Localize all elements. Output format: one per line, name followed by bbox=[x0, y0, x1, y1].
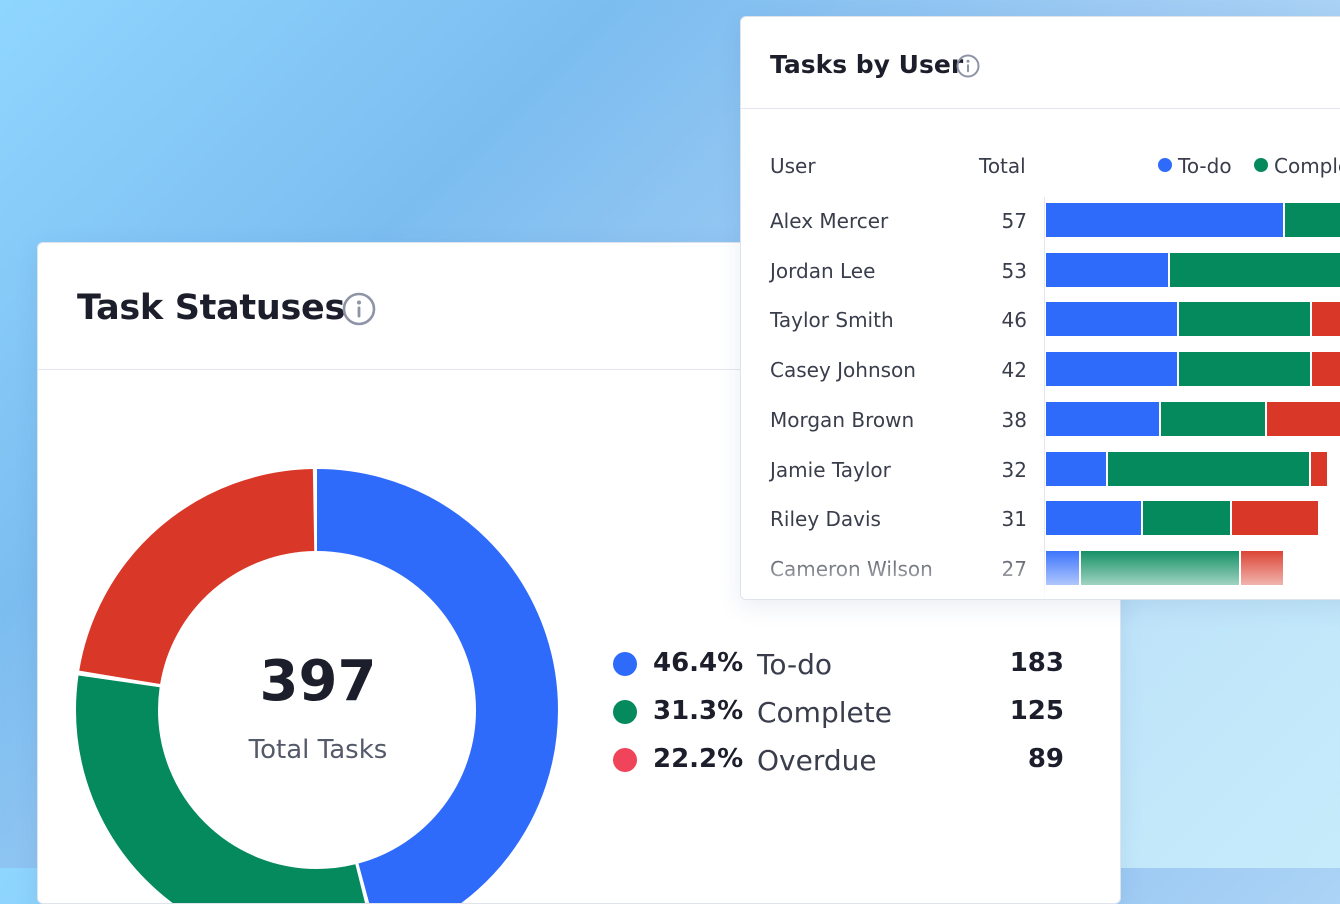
user-stacked-bar[interactable] bbox=[1046, 402, 1340, 436]
user-rows: Alex Mercer 57 Jordan Lee 53 Taylor Smith 46 C… bbox=[741, 197, 1340, 599]
bar-segment-complete[interactable] bbox=[1143, 501, 1232, 535]
user-total: 57 bbox=[971, 209, 1027, 233]
legend-todo-label: To-do bbox=[1178, 154, 1232, 178]
bar-segment-overdue[interactable] bbox=[1232, 501, 1321, 535]
info-circle-icon[interactable] bbox=[955, 53, 981, 79]
user-stacked-bar[interactable] bbox=[1046, 203, 1340, 237]
user-stacked-bar[interactable] bbox=[1046, 352, 1340, 386]
user-name: Jordan Lee bbox=[770, 259, 875, 283]
bar-segment-complete[interactable] bbox=[1108, 452, 1312, 486]
user-row[interactable]: Morgan Brown 38 bbox=[741, 400, 1340, 438]
user-name: Casey Johnson bbox=[770, 358, 916, 382]
todo-label: To-do bbox=[757, 648, 832, 681]
user-name: Alex Mercer bbox=[770, 209, 888, 233]
user-row[interactable]: Jordan Lee 53 bbox=[741, 251, 1340, 289]
user-name: Taylor Smith bbox=[770, 308, 894, 332]
complete-count: 125 bbox=[1010, 696, 1064, 726]
bar-segment-overdue[interactable] bbox=[1312, 302, 1340, 336]
bar-segment-complete[interactable] bbox=[1161, 402, 1267, 436]
overdue-percent: 22.2% bbox=[653, 744, 743, 774]
legend-item-complete: Complete bbox=[1254, 154, 1340, 178]
bar-segment-todo[interactable] bbox=[1046, 302, 1179, 336]
user-row[interactable]: Casey Johnson 42 bbox=[741, 350, 1340, 388]
user-stacked-bar[interactable] bbox=[1046, 302, 1340, 336]
user-row[interactable]: Alex Mercer 57 bbox=[741, 201, 1340, 239]
bar-segment-overdue[interactable] bbox=[1312, 352, 1340, 386]
bar-segment-todo[interactable] bbox=[1046, 452, 1108, 486]
user-total: 32 bbox=[971, 458, 1027, 482]
user-total: 42 bbox=[971, 358, 1027, 382]
scroll-fade bbox=[741, 547, 1340, 599]
legend-row-overdue: 22.2% Overdue 89 bbox=[612, 740, 1072, 780]
complete-dot bbox=[613, 700, 637, 724]
complete-percent: 31.3% bbox=[653, 696, 743, 726]
bar-segment-todo[interactable] bbox=[1046, 203, 1285, 237]
user-total: 38 bbox=[971, 408, 1027, 432]
legend-row-todo: 46.4% To-do 183 bbox=[612, 644, 1072, 684]
column-header-total[interactable]: Total bbox=[979, 154, 1026, 178]
legend-row-complete: 31.3% Complete 125 bbox=[612, 692, 1072, 732]
legend-item-todo: To-do bbox=[1158, 154, 1232, 178]
user-name: Riley Davis bbox=[770, 507, 881, 531]
column-header-user[interactable]: User bbox=[770, 154, 816, 178]
bar-segment-todo[interactable] bbox=[1046, 501, 1143, 535]
legend-complete-label: Complete bbox=[1274, 154, 1340, 178]
user-row[interactable]: Riley Davis 31 bbox=[741, 499, 1340, 537]
user-name: Morgan Brown bbox=[770, 408, 914, 432]
bar-segment-complete[interactable] bbox=[1179, 352, 1312, 386]
overdue-label: Overdue bbox=[757, 744, 877, 777]
total-tasks-label: Total Tasks bbox=[228, 735, 408, 765]
complete-label: Complete bbox=[757, 696, 892, 729]
todo-dot bbox=[613, 652, 637, 676]
user-stacked-bar[interactable] bbox=[1046, 452, 1329, 486]
tasks-by-user-card: Tasks by User User Total To-do Complete … bbox=[740, 16, 1340, 600]
todo-dot bbox=[1158, 158, 1172, 172]
tasks-by-user-title: Tasks by User bbox=[770, 50, 963, 79]
bar-segment-complete[interactable] bbox=[1179, 302, 1312, 336]
todo-percent: 46.4% bbox=[653, 648, 743, 678]
todo-count: 183 bbox=[1010, 648, 1064, 678]
bar-segment-todo[interactable] bbox=[1046, 402, 1161, 436]
user-row[interactable]: Taylor Smith 46 bbox=[741, 300, 1340, 338]
bar-segment-complete[interactable] bbox=[1170, 253, 1340, 287]
complete-dot bbox=[1254, 158, 1268, 172]
bar-segment-todo[interactable] bbox=[1046, 253, 1170, 287]
user-total: 31 bbox=[971, 507, 1027, 531]
overdue-count: 89 bbox=[1028, 744, 1064, 774]
user-row[interactable]: Jamie Taylor 32 bbox=[741, 450, 1340, 488]
bar-segment-overdue[interactable] bbox=[1267, 402, 1340, 436]
user-stacked-bar[interactable] bbox=[1046, 501, 1320, 535]
user-total: 46 bbox=[971, 308, 1027, 332]
overdue-dot bbox=[613, 748, 637, 772]
bar-segment-todo[interactable] bbox=[1046, 352, 1179, 386]
bar-segment-overdue[interactable] bbox=[1311, 452, 1329, 486]
user-total: 53 bbox=[971, 259, 1027, 283]
bar-segment-complete[interactable] bbox=[1285, 203, 1340, 237]
user-stacked-bar[interactable] bbox=[1046, 253, 1340, 287]
user-name: Jamie Taylor bbox=[770, 458, 891, 482]
total-tasks-count: 397 bbox=[258, 654, 378, 710]
tasks-by-user-header: Tasks by User bbox=[741, 17, 1340, 109]
